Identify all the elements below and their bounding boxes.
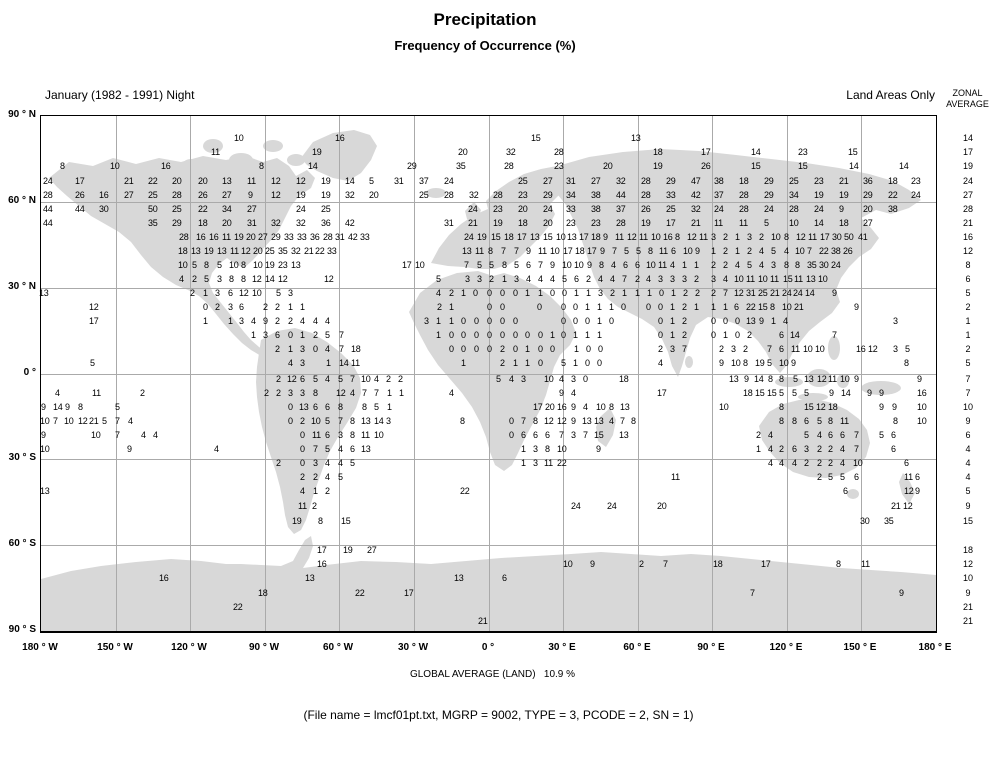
north-america-landmass <box>49 156 315 360</box>
africa-landmass <box>409 271 576 471</box>
zonal-average-value: 10 <box>962 402 973 412</box>
zonal-average-value: 24 <box>962 176 973 186</box>
period-caption: January (1982 - 1991) Night <box>45 88 195 102</box>
zonal-average-value: 28 <box>962 204 973 214</box>
zonal-average-value: 8 <box>965 260 971 270</box>
zonal-average-value: 6 <box>965 430 971 440</box>
zonal-header-line1: ZONAL <box>952 88 983 98</box>
zonal-average-value: 15 <box>962 516 973 526</box>
longitude-tick-label: 150 ° W <box>97 642 133 653</box>
zonal-average-value: 21 <box>962 616 973 626</box>
longitude-tick-label: 120 ° E <box>769 642 803 653</box>
parallel-gridline <box>41 545 936 546</box>
meridian-gridline <box>339 116 340 631</box>
zonal-average-value: 12 <box>962 246 973 256</box>
meridian-gridline <box>414 116 415 631</box>
longitude-tick-label: 30 ° E <box>548 642 576 653</box>
zonal-average-value: 5 <box>965 486 971 496</box>
meridian-gridline <box>861 116 862 631</box>
longitude-tick-label: 120 ° W <box>171 642 207 653</box>
zonal-average-value: 9 <box>965 416 971 426</box>
zonal-average-value: 9 <box>965 588 971 598</box>
zonal-average-value: 5 <box>965 288 971 298</box>
zonal-average-value: 4 <box>965 444 971 454</box>
map-frame <box>40 115 937 633</box>
meridian-gridline <box>190 116 191 631</box>
parallel-gridline <box>41 288 936 289</box>
latitude-tick-label: 60 ° N <box>8 195 36 206</box>
latitude-tick-label: 30 ° S <box>8 452 36 463</box>
latitude-tick-label: 90 ° N <box>8 109 36 120</box>
japan-landmass <box>841 224 866 266</box>
zonal-average-value: 21 <box>962 218 973 228</box>
zonal-average-value: 5 <box>965 358 971 368</box>
longitude-tick-label: 90 ° E <box>697 642 725 653</box>
zonal-average-value: 2 <box>965 302 971 312</box>
meridian-gridline <box>265 116 266 631</box>
parallel-gridline <box>41 459 936 460</box>
meridian-gridline <box>712 116 713 631</box>
longitude-tick-label: 180 ° W <box>22 642 58 653</box>
zonal-average-value: 19 <box>962 161 973 171</box>
zonal-average-value: 16 <box>962 232 973 242</box>
file-info-text: (File name = lmcf01pt.txt, MGRP = 9002, … <box>303 708 694 722</box>
longitude-tick-label: 60 ° W <box>322 642 354 653</box>
zonal-average-value: 10 <box>962 573 973 583</box>
longitude-tick-label: 60 ° E <box>623 642 651 653</box>
madagascar-landmass <box>596 408 616 447</box>
longitude-tick-label: 0 ° <box>481 642 495 653</box>
latitude-tick-label: 30 ° N <box>8 281 36 292</box>
latitude-tick-label: 90 ° S <box>8 624 36 635</box>
zonal-average-value: 2 <box>965 344 971 354</box>
meridian-gridline <box>638 116 639 631</box>
zonal-header-line2: AVERAGE <box>946 99 989 109</box>
zonal-average-value: 4 <box>965 472 971 482</box>
asia-landmass <box>539 149 921 377</box>
zonal-average-value: 9 <box>965 501 971 511</box>
zonal-average-value: 14 <box>962 133 973 143</box>
scope-caption: Land Areas Only <box>846 88 935 102</box>
zonal-average-value: 12 <box>962 559 973 569</box>
europe-landmass <box>431 166 570 269</box>
longitude-tick-label: 90 ° W <box>248 642 280 653</box>
page-title: Precipitation <box>433 10 537 29</box>
meridian-gridline <box>116 116 117 631</box>
zonal-average-value: 7 <box>965 374 971 384</box>
meridian-gridline <box>787 116 788 631</box>
zonal-average-value: 17 <box>962 147 973 157</box>
zonal-average-value: 6 <box>965 274 971 284</box>
zonal-average-value: 7 <box>965 388 971 398</box>
zonal-average-value: 1 <box>965 316 971 326</box>
longitude-tick-label: 30 ° W <box>397 642 429 653</box>
page-subtitle: Frequency of Occurrence (%) <box>394 38 576 53</box>
south-america-landmass <box>256 328 361 534</box>
new-zealand-landmass <box>899 473 915 504</box>
latitude-tick-label: 0 ° <box>23 367 36 378</box>
zonal-average-value: 4 <box>965 458 971 468</box>
zonal-average-value: 18 <box>962 545 973 555</box>
latitude-tick-label: 60 ° S <box>8 538 36 549</box>
zonal-average-value: 27 <box>962 190 973 200</box>
zonal-average-value: 21 <box>962 602 973 612</box>
longitude-tick-label: 150 ° E <box>843 642 877 653</box>
zonal-average-header: ZONAL AVERAGE <box>938 88 997 110</box>
meridian-gridline <box>563 116 564 631</box>
meridian-gridline <box>489 116 490 631</box>
british-isles-landmass <box>465 202 481 223</box>
australia-landmass <box>759 399 870 478</box>
parallel-gridline <box>41 374 936 375</box>
longitude-tick-label: 180 ° E <box>918 642 952 653</box>
parallel-gridline <box>41 202 936 203</box>
zonal-average-value: 1 <box>965 330 971 340</box>
global-average-text: GLOBAL AVERAGE (LAND) 10.9 % <box>409 669 576 680</box>
